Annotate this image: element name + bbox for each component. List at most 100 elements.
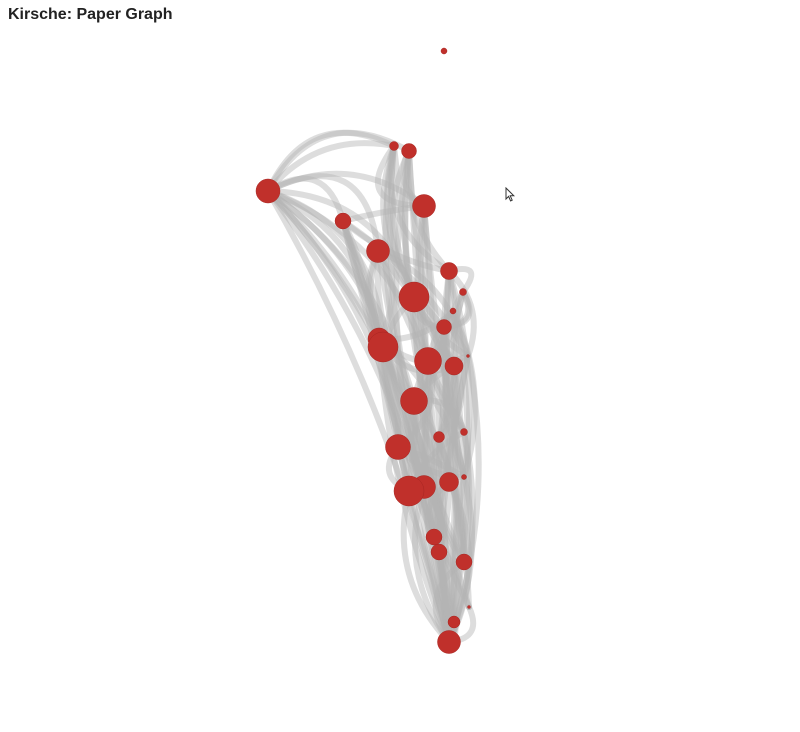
citation-edge bbox=[265, 173, 381, 254]
citation-edge bbox=[436, 308, 463, 440]
citation-edge bbox=[446, 363, 467, 645]
paper-node[interactable] bbox=[412, 194, 436, 218]
citation-edge bbox=[412, 484, 452, 645]
paper-node[interactable] bbox=[440, 47, 448, 55]
citation-edge bbox=[265, 175, 346, 224]
paper-node[interactable] bbox=[461, 474, 467, 480]
citation-edge bbox=[340, 218, 382, 342]
citation-edge bbox=[380, 143, 417, 300]
paper-node[interactable] bbox=[398, 281, 430, 313]
paper-node[interactable] bbox=[425, 528, 443, 546]
citation-edge bbox=[405, 148, 452, 274]
citation-edge bbox=[400, 488, 452, 645]
citation-edge bbox=[461, 429, 473, 565]
citation-edge bbox=[388, 143, 457, 369]
paper-node[interactable] bbox=[430, 543, 448, 561]
citation-edge bbox=[387, 143, 452, 274]
paper-node[interactable] bbox=[389, 141, 399, 151]
citation-edge bbox=[374, 248, 417, 404]
citation-edge bbox=[380, 344, 427, 490]
citation-edge bbox=[418, 289, 466, 490]
paper-node[interactable] bbox=[414, 347, 442, 375]
paper-node[interactable] bbox=[400, 387, 428, 415]
paper-node[interactable] bbox=[436, 319, 452, 335]
paper-node[interactable] bbox=[334, 212, 352, 230]
citation-edge bbox=[265, 129, 397, 194]
citation-edge bbox=[265, 188, 452, 645]
arrow-cursor-icon bbox=[505, 187, 515, 202]
citation-edge bbox=[450, 308, 478, 480]
paper-node[interactable] bbox=[444, 356, 464, 376]
citation-edge bbox=[436, 434, 472, 610]
paper-node[interactable] bbox=[466, 354, 470, 358]
citation-edge bbox=[374, 143, 427, 209]
citation-edge bbox=[395, 444, 452, 645]
citation-edge bbox=[421, 203, 429, 490]
citation-edge bbox=[265, 188, 382, 342]
paper-node[interactable] bbox=[437, 630, 461, 654]
citation-edge bbox=[446, 353, 482, 645]
citation-edge bbox=[265, 188, 417, 300]
citation-edge bbox=[383, 143, 447, 330]
citation-edge bbox=[425, 358, 457, 625]
paper-node[interactable] bbox=[455, 553, 473, 571]
citation-edge bbox=[439, 268, 452, 485]
citation-edge bbox=[340, 218, 471, 359]
citation-edge bbox=[401, 148, 431, 364]
graph-edges bbox=[265, 129, 482, 645]
paper-node[interactable] bbox=[433, 431, 445, 443]
citation-edge bbox=[340, 218, 452, 274]
paper-node[interactable] bbox=[367, 331, 399, 363]
citation-edge bbox=[421, 203, 467, 480]
citation-edge bbox=[387, 143, 467, 565]
paper-node[interactable] bbox=[460, 428, 468, 436]
citation-edge bbox=[265, 188, 427, 490]
citation-edge bbox=[430, 434, 467, 565]
citation-edge bbox=[375, 248, 471, 359]
citation-edge bbox=[436, 353, 471, 555]
paper-node[interactable] bbox=[447, 615, 461, 629]
citation-edge bbox=[389, 148, 417, 300]
citation-edge bbox=[265, 188, 442, 555]
citation-edge bbox=[435, 289, 466, 645]
citation-edge bbox=[265, 188, 417, 404]
citation-edge bbox=[375, 248, 452, 645]
citation-edge bbox=[340, 218, 452, 645]
paper-node[interactable] bbox=[385, 434, 411, 460]
citation-edge bbox=[265, 188, 457, 625]
citation-edge bbox=[340, 218, 472, 610]
citation-edge bbox=[442, 268, 452, 485]
citation-edge bbox=[382, 143, 452, 485]
page-title: Kirsche: Paper Graph bbox=[8, 6, 173, 23]
citation-edge bbox=[265, 140, 397, 194]
citation-edge bbox=[408, 358, 431, 490]
citation-edge bbox=[421, 203, 452, 645]
paper-node[interactable] bbox=[440, 262, 458, 280]
citation-edge bbox=[425, 358, 452, 645]
citation-edge bbox=[446, 268, 473, 480]
paper-node[interactable] bbox=[467, 605, 471, 609]
citation-edge bbox=[265, 129, 412, 194]
graph-nodes bbox=[255, 47, 473, 654]
citation-edge bbox=[411, 398, 452, 645]
citation-edge bbox=[265, 188, 386, 350]
paper-node[interactable] bbox=[449, 307, 457, 315]
citation-edge bbox=[265, 170, 427, 209]
citation-edge bbox=[443, 268, 467, 480]
citation-edge bbox=[375, 248, 467, 435]
citation-edge bbox=[380, 344, 467, 565]
citation-edge bbox=[436, 434, 452, 555]
paper-node[interactable] bbox=[439, 472, 459, 492]
citation-edge bbox=[380, 344, 437, 540]
paper-node[interactable] bbox=[366, 239, 390, 263]
paper-node[interactable] bbox=[393, 475, 425, 507]
paper-node[interactable] bbox=[459, 288, 467, 296]
citation-edge bbox=[450, 474, 467, 625]
paper-node[interactable] bbox=[255, 178, 281, 204]
citation-edge bbox=[445, 363, 467, 480]
citation-edge bbox=[411, 294, 452, 645]
citation-edge bbox=[265, 188, 402, 450]
paper-node[interactable] bbox=[401, 143, 417, 159]
citation-edge bbox=[422, 308, 456, 540]
